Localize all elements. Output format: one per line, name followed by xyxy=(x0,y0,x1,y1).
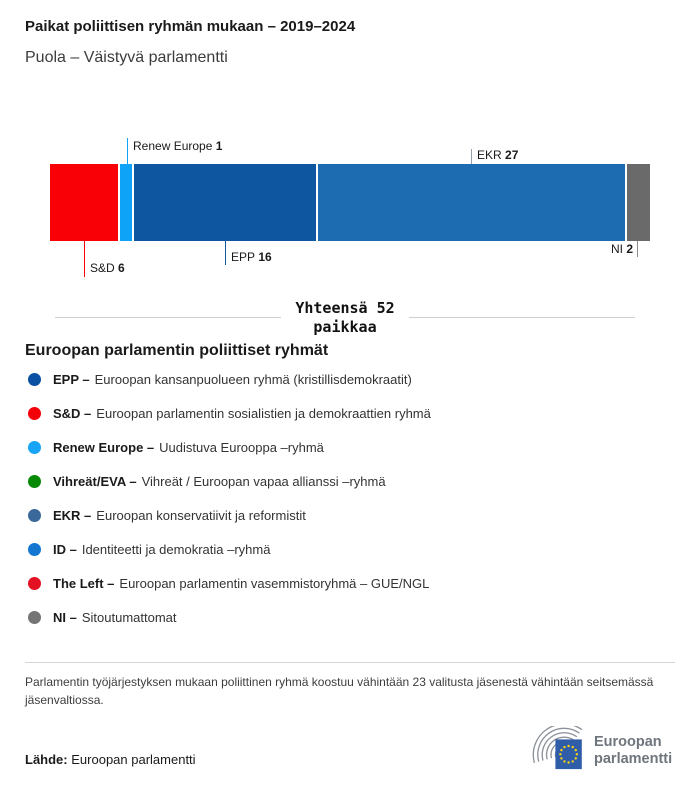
callout-group-name: NI xyxy=(610,242,623,256)
legend-label: Renew Europe – xyxy=(53,439,155,455)
left-color-dot xyxy=(28,576,41,590)
callout-line-ekr xyxy=(471,149,472,164)
callout-label-ekr: EKR 27 xyxy=(477,148,518,162)
ekr-color-dot xyxy=(28,508,41,522)
legend-description: Euroopan konservatiivit ja reformistit xyxy=(96,507,306,523)
legend-label: The Left – xyxy=(53,575,115,591)
callout-line-renew-europe xyxy=(127,138,128,164)
legend-description: Euroopan kansanpuolueen ryhmä (kristilli… xyxy=(94,371,412,387)
source-line: Lähde: Euroopan parlamentti xyxy=(25,752,196,767)
callout-label-epp: EPP 16 xyxy=(231,250,272,264)
bar-segment-epp[interactable] xyxy=(133,164,316,241)
page-title: Paikat poliittisen ryhmän mukaan – 2019–… xyxy=(25,18,356,35)
legend-item-ni: NI – Sitoutumattomat xyxy=(28,609,431,625)
legend-description: Euroopan parlamentin vasemmistoryhmä – G… xyxy=(119,575,430,591)
callout-group-name: EPP xyxy=(231,250,256,264)
callout-line-sd xyxy=(84,241,85,277)
logo-line2: parlamentti xyxy=(594,751,673,767)
legend-item-id: ID – Identiteetti ja demokratia –ryhmä xyxy=(28,541,431,557)
legend-label: S&D – xyxy=(53,405,92,421)
callout-label-sd: S&D 6 xyxy=(90,261,125,275)
legend-item-sd: S&D – Euroopan parlamentin sosialistien … xyxy=(28,405,431,421)
renew-color-dot xyxy=(28,440,41,454)
bar-segment-ni[interactable] xyxy=(627,164,651,241)
stacked-bar xyxy=(50,164,651,241)
page-subtitle: Puola – Väistyvä parlamentti xyxy=(25,49,228,66)
logo-line1: Euroopan xyxy=(594,733,662,750)
legend-item-epp: EPP – Euroopan kansanpuolueen ryhmä (kri… xyxy=(28,371,431,387)
callout-seat-count: 1 xyxy=(215,139,223,153)
epp-color-dot xyxy=(28,372,41,386)
bar-segment-s-d[interactable] xyxy=(50,164,119,241)
legend-description: Uudistuva Eurooppa –ryhmä xyxy=(159,439,324,455)
european-parliament-logo: Euroopan parlamentti xyxy=(518,724,688,778)
sd-color-dot xyxy=(28,406,41,420)
legend-item-renew-europe: Renew Europe – Uudistuva Eurooppa –ryhmä xyxy=(28,439,431,455)
legend-description: Identiteetti ja demokratia –ryhmä xyxy=(81,541,271,557)
legend-label: EKR – xyxy=(53,507,92,523)
footnote-text: Parlamentin työjärjestyksen mukaan polii… xyxy=(25,675,654,707)
greens-color-dot xyxy=(28,474,41,488)
source-label: Lähde: xyxy=(25,752,68,767)
legend-item-vihreat-eva: Vihreät/EVA – Vihreät / Euroopan vapaa a… xyxy=(28,473,431,489)
legend-heading: Euroopan parlamentin poliittiset ryhmät xyxy=(25,342,329,359)
ni-color-dot xyxy=(28,610,41,624)
callout-seat-count: 6 xyxy=(118,261,125,275)
legend-label: EPP – xyxy=(53,371,90,387)
callout-seat-count: 2 xyxy=(626,242,633,256)
callout-line-ni xyxy=(637,241,638,257)
total-rule-right xyxy=(408,317,635,319)
bar-segment-ekr[interactable] xyxy=(317,164,626,241)
callout-group-name: EKR xyxy=(477,148,502,162)
total-seats-row: Yhteensä 52 paikkaa xyxy=(55,299,635,337)
total-seats-caption: Yhteensä 52 paikkaa xyxy=(295,299,395,336)
total-rule-left xyxy=(55,317,282,319)
legend-item-ekr: EKR – Euroopan konservatiivit ja reformi… xyxy=(28,507,431,523)
callout-label-renew-europe: Renew Europe 1 xyxy=(133,139,222,153)
id-color-dot xyxy=(28,542,41,556)
callout-seat-count: 16 xyxy=(258,250,272,264)
legend-description: Vihreät / Euroopan vapaa allianssi –ryhm… xyxy=(141,473,386,489)
logo-wordmark: Euroopan parlamentti xyxy=(594,734,672,768)
legend-description: Euroopan parlamentin sosialistien ja dem… xyxy=(96,405,431,421)
legend-item-the-left: The Left – Euroopan parlamentin vasemmis… xyxy=(28,575,431,591)
source-value: Euroopan parlamentti xyxy=(71,752,196,767)
callout-label-ni: NI 2 xyxy=(578,242,633,256)
legend-label: Vihreät/EVA – xyxy=(53,473,137,489)
legend-label: NI – xyxy=(53,609,77,625)
hemicycle-eu-flag-icon xyxy=(532,725,583,769)
bar-segment-renew-europe[interactable] xyxy=(120,164,132,241)
callout-line-epp xyxy=(225,241,226,265)
legend-label: ID – xyxy=(53,541,77,557)
footer-divider xyxy=(25,662,675,663)
legend-list: EPP – Euroopan kansanpuolueen ryhmä (kri… xyxy=(28,371,431,643)
callout-group-name: S&D xyxy=(90,261,115,275)
legend-description: Sitoutumattomat xyxy=(81,609,177,625)
callout-group-name: Renew Europe xyxy=(133,139,213,153)
callout-seat-count: 27 xyxy=(505,148,519,162)
